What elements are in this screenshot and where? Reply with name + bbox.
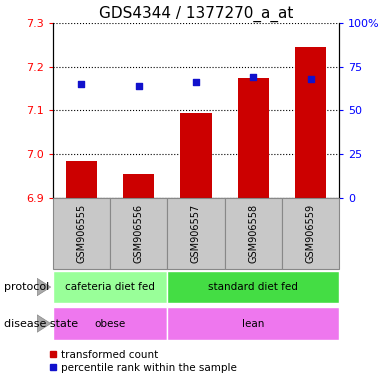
Text: GSM906557: GSM906557: [191, 204, 201, 263]
Text: cafeteria diet fed: cafeteria diet fed: [65, 282, 155, 292]
Bar: [295, 47, 326, 198]
Bar: [225, 198, 282, 269]
Point: [135, 83, 142, 89]
Bar: [66, 161, 97, 198]
Bar: [53, 271, 167, 303]
Text: obese: obese: [94, 318, 126, 329]
Bar: [167, 307, 339, 340]
Point: [250, 74, 257, 80]
Legend: transformed count, percentile rank within the sample: transformed count, percentile rank withi…: [44, 346, 241, 377]
Text: GSM906559: GSM906559: [306, 204, 316, 263]
Text: standard diet fed: standard diet fed: [208, 282, 298, 292]
Text: GSM906556: GSM906556: [134, 204, 144, 263]
Point: [78, 81, 84, 87]
Bar: [123, 174, 154, 198]
Text: disease state: disease state: [4, 318, 78, 329]
Bar: [167, 271, 339, 303]
Point: [307, 76, 314, 82]
Point: [193, 79, 199, 86]
Text: protocol: protocol: [4, 282, 49, 292]
Bar: [180, 113, 212, 198]
Polygon shape: [37, 315, 51, 332]
Bar: [53, 307, 167, 340]
Bar: [110, 198, 167, 269]
Bar: [282, 198, 339, 269]
Polygon shape: [37, 278, 51, 296]
Bar: [238, 78, 269, 198]
Title: GDS4344 / 1377270_a_at: GDS4344 / 1377270_a_at: [99, 5, 293, 22]
Text: lean: lean: [242, 318, 264, 329]
Bar: [53, 198, 110, 269]
Text: GSM906555: GSM906555: [76, 204, 86, 263]
Bar: [167, 198, 225, 269]
Text: GSM906558: GSM906558: [248, 204, 258, 263]
